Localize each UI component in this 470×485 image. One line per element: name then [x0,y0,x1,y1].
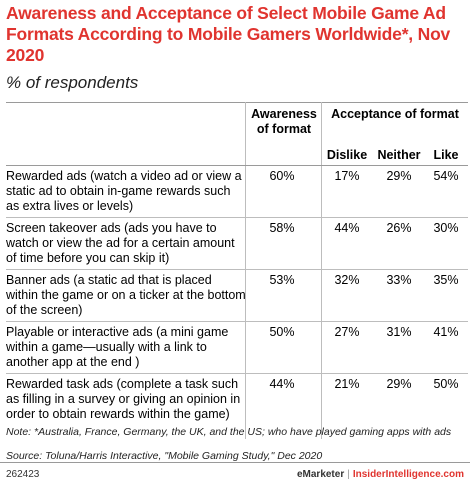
brand-emarketer: eMarketer [296,469,345,480]
header-like: Like [433,148,459,162]
row-divider [6,217,468,218]
row-label: Rewarded task ads (complete a task such … [6,377,241,421]
cell-neither: 26% [386,221,412,235]
cell-like: 50% [433,377,459,391]
cell-dislike: 32% [334,273,360,287]
chart-subtitle: % of respondents [6,73,139,92]
row-divider [6,269,468,270]
cell-dislike: 17% [334,169,360,183]
header-acceptance: Acceptance of format [331,107,459,121]
cell-awareness: 44% [269,377,295,391]
row-label: Screen takeover ads (ads you have to wat… [6,221,235,265]
column-divider-2 [321,102,322,439]
row-divider [6,373,468,374]
header-bottom-rule [6,165,468,166]
cell-neither: 33% [386,273,412,287]
footer-brand: eMarketer | InsiderIntelligence.com [297,469,464,480]
cell-awareness: 50% [269,325,295,339]
chart-id: 262423 [6,469,40,480]
cell-like: 30% [433,221,459,235]
cell-dislike: 21% [334,377,360,391]
cell-neither: 29% [386,377,412,391]
header-neither: Neither [377,148,421,162]
cell-dislike: 27% [334,325,360,339]
cell-like: 35% [433,273,459,287]
note-text: Note: *Australia, France, Germany, the U… [6,426,452,438]
column-divider-1 [245,102,246,439]
footer-rule [0,462,470,463]
cell-neither: 29% [386,169,412,183]
brand-separator: | [347,469,350,480]
header-top-rule [6,102,468,103]
row-label: Banner ads (a static ad that is placed w… [6,273,246,317]
brand-insider-intelligence: InsiderIntelligence.com [352,469,464,480]
cell-awareness: 60% [269,169,295,183]
header-awareness: Awareness of format [251,107,317,136]
cell-like: 41% [433,325,459,339]
header-dislike: Dislike [326,148,368,162]
source-text: Source: Toluna/Harris Interactive, "Mobi… [6,450,323,462]
cell-like: 54% [433,169,459,183]
chart-title: Awareness and Acceptance of Select Mobil… [6,3,451,65]
cell-dislike: 44% [334,221,360,235]
row-label: Rewarded ads (watch a video ad or view a… [6,169,242,213]
cell-neither: 31% [386,325,412,339]
cell-awareness: 58% [269,221,295,235]
cell-awareness: 53% [269,273,295,287]
row-divider [6,321,468,322]
row-label: Playable or interactive ads (a mini game… [6,325,229,369]
